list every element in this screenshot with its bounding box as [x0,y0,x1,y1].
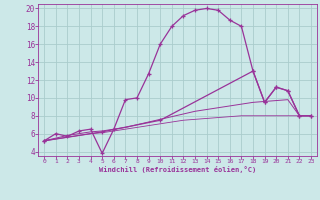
X-axis label: Windchill (Refroidissement éolien,°C): Windchill (Refroidissement éolien,°C) [99,166,256,173]
